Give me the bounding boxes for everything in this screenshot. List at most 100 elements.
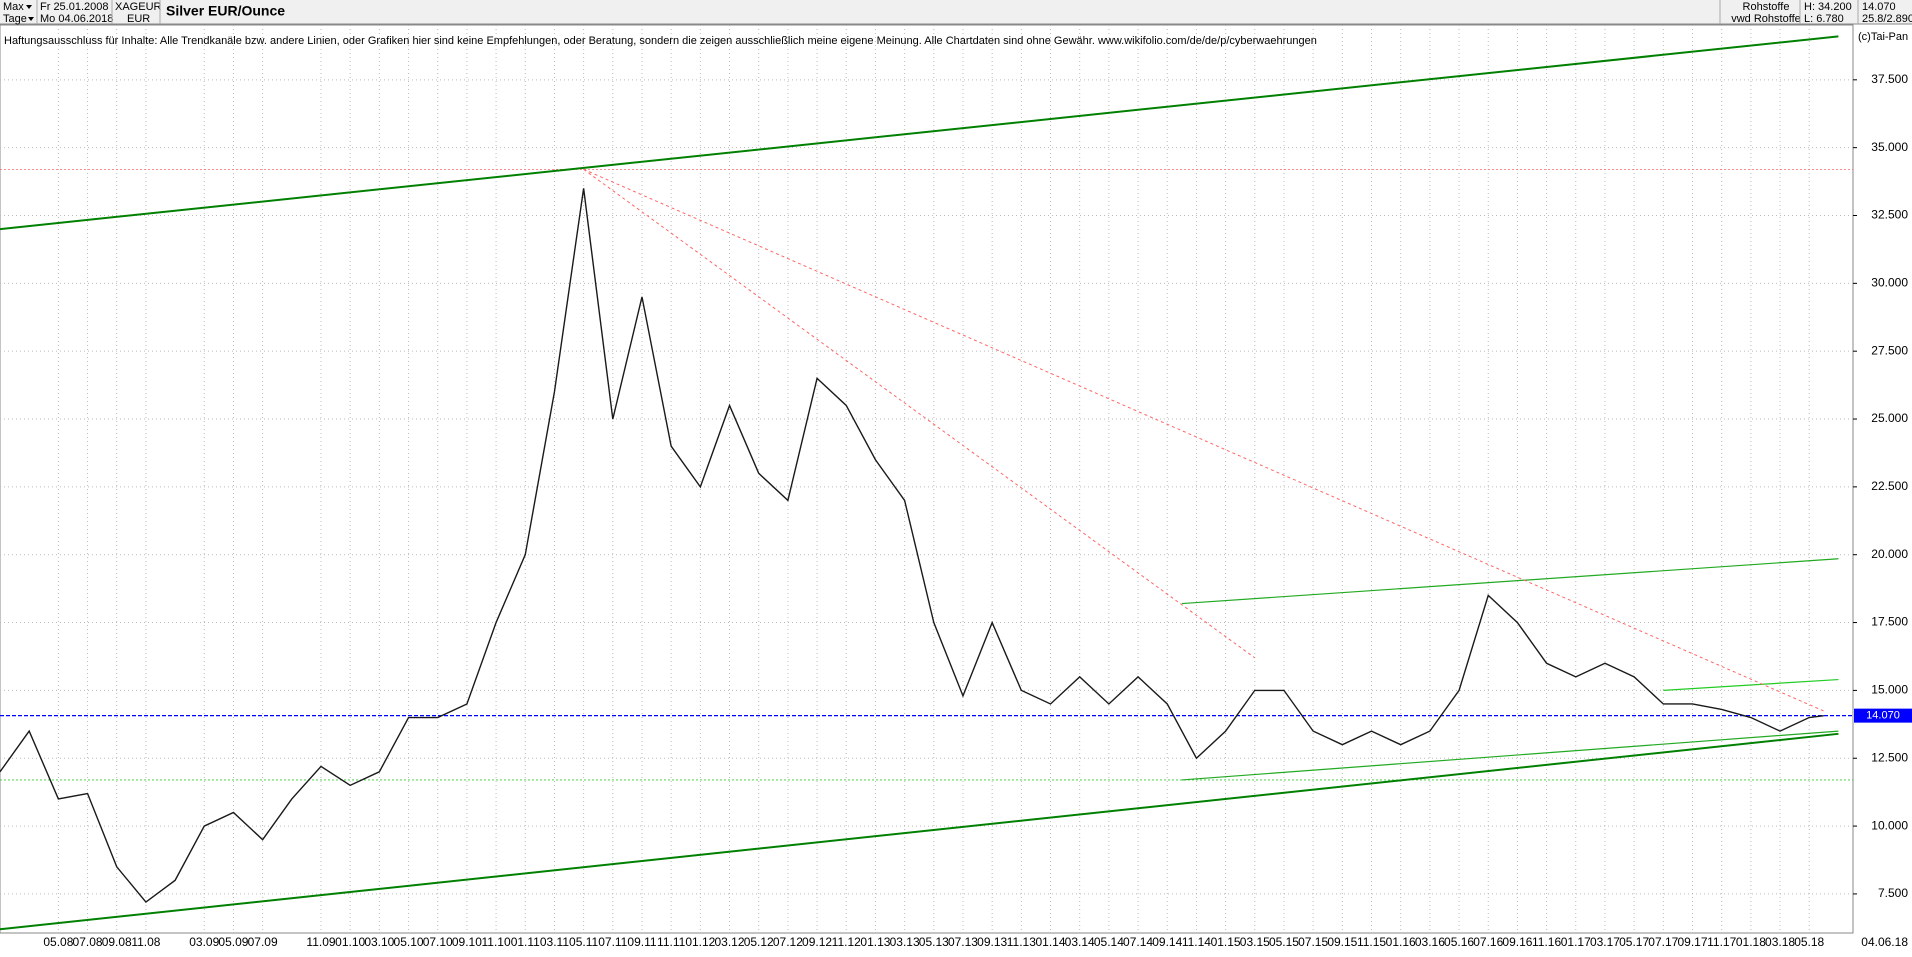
- x-tick-label: 11.11: [657, 935, 686, 949]
- x-tick-label: 07.11: [598, 935, 627, 949]
- x-tick-label: 01.13: [860, 935, 890, 949]
- x-tick-label: 07.15: [1298, 935, 1328, 949]
- y-tick-label: 32.500: [1871, 208, 1908, 222]
- x-tick-label: 05.10: [394, 935, 424, 949]
- x-tick-label: 01.10: [335, 935, 365, 949]
- plot-area: 7.500 10.000 12.500 15.000 17.500 20.000 22.50…: [0, 24, 1912, 949]
- dropdown-arrow[interactable]: [26, 5, 32, 9]
- x-tick-label: 03.17: [1590, 935, 1620, 949]
- trend-line: [0, 732, 1839, 931]
- x-tick-label: 07.16: [1473, 935, 1503, 949]
- trend-line: [1663, 678, 1839, 691]
- change: 25.8/2.890: [1862, 13, 1912, 25]
- x-tick-label: 11.16: [1532, 935, 1561, 949]
- x-tick-label: 07.14: [1123, 935, 1153, 949]
- x-tick-label: 11.14: [1182, 935, 1211, 949]
- x-tick-label: 03.09: [189, 935, 219, 949]
- trend-line: [0, 35, 1839, 231]
- x-tick-label: 11.12: [832, 935, 861, 949]
- x-tick-label: 03.16: [1415, 935, 1445, 949]
- x-tick-label: 07.08: [73, 935, 103, 949]
- x-tick-label: 07.13: [948, 935, 978, 949]
- currency: EUR: [127, 13, 150, 25]
- x-tick-label: 05.16: [1444, 935, 1474, 949]
- x-tick-label: 01.14: [1036, 935, 1066, 949]
- disclaimer: Haftungsausschluss für Inhalte: Alle Tre…: [4, 35, 1317, 47]
- y-tick-label: 7.500: [1878, 886, 1908, 900]
- x-tick-label: 05.14: [1094, 935, 1124, 949]
- x-tick-label: 07.10: [423, 935, 453, 949]
- x-tick-label: 11.15: [1357, 935, 1386, 949]
- y-tick-label: 30.000: [1871, 276, 1908, 290]
- symbol: XAGEUR: [115, 1, 162, 13]
- source: vwd Rohstoffe: [1731, 13, 1801, 25]
- x-tick-label: 01.16: [1386, 935, 1416, 949]
- x-tick-label: 11.13: [1007, 935, 1036, 949]
- x-tick-label: 09.17: [1677, 935, 1707, 949]
- x-tick-label: 07.09: [248, 935, 278, 949]
- price-line: [0, 188, 1824, 904]
- y-tick-label: 15.000: [1871, 683, 1908, 697]
- date-from: Fr 25.01.2008: [40, 1, 109, 13]
- high: H: 34.200: [1804, 1, 1852, 13]
- y-tick-label: 17.500: [1871, 615, 1908, 629]
- copyright: (c)Tai-Pan: [1858, 31, 1908, 43]
- x-tick-label: 07.12: [773, 935, 803, 949]
- interval-select[interactable]: Tage: [3, 13, 27, 25]
- overlay: [0, 35, 1853, 931]
- trend-line: [1181, 558, 1839, 605]
- y-tick-label: 20.000: [1871, 547, 1908, 561]
- x-tick-label: 05.12: [744, 935, 774, 949]
- y-tick-label: 35.000: [1871, 140, 1908, 154]
- y-tick-label: 27.500: [1871, 343, 1908, 357]
- x-tick-label: 01.12: [685, 935, 715, 949]
- price-label-box: [1854, 708, 1912, 723]
- last-price: 14.070: [1862, 1, 1896, 13]
- x-tick-label: 01.18: [1736, 935, 1766, 949]
- x-tick-label: 01.17: [1561, 935, 1591, 949]
- chart-title: Silver EUR/Ounce: [166, 3, 285, 19]
- x-tick-label: 05.15: [1269, 935, 1299, 949]
- low: L: 6.780: [1804, 13, 1844, 25]
- y-tick-label: 10.000: [1871, 818, 1908, 832]
- range-select[interactable]: Max: [3, 1, 24, 13]
- y-tick-label: 37.500: [1871, 72, 1908, 86]
- x-tick-label: 09.08: [102, 935, 132, 949]
- x-tick-label: 05.08: [43, 935, 73, 949]
- x-tick-label: 03.10: [364, 935, 394, 949]
- x-tick-label: 09.10: [452, 935, 482, 949]
- x-tick-label: 11.08: [131, 935, 160, 949]
- price-label: 14.070: [1866, 710, 1900, 722]
- x-tick-label: 03.18: [1765, 935, 1795, 949]
- x-tick-label: 01.15: [1211, 935, 1241, 949]
- x-tick-label: 03.15: [1240, 935, 1270, 949]
- x-tick-label: 09.15: [1327, 935, 1357, 949]
- header-bar: [0, 0, 1912, 24]
- x-tick-label: 03.14: [1065, 935, 1095, 949]
- y-tick-label: 22.500: [1871, 479, 1908, 493]
- x-tick-label: 11.09: [306, 935, 335, 949]
- x-tick-label: 05.09: [218, 935, 248, 949]
- plot-background: [0, 24, 1854, 934]
- x-tick-label: 05.17: [1619, 935, 1649, 949]
- y-tick-label: 12.500: [1871, 750, 1908, 764]
- date-to: Mo 04.06.2018: [40, 13, 113, 25]
- dropdown-arrow[interactable]: [28, 17, 34, 21]
- x-tick-label: 11.10: [482, 935, 511, 949]
- x-tick-label: 03.13: [890, 935, 920, 949]
- trend-line: [583, 168, 1256, 659]
- x-tick-label: 09.14: [1152, 935, 1182, 949]
- x-tick-label: 01.11: [511, 935, 540, 949]
- x-tick-label: 05.11: [569, 935, 598, 949]
- x-tick-label: 09.11: [627, 935, 656, 949]
- x-tick-label: 07.17: [1648, 935, 1678, 949]
- trend-line: [1181, 730, 1839, 781]
- x-tick-label: 09.16: [1502, 935, 1532, 949]
- x-tick-label: 05.13: [919, 935, 949, 949]
- x-tick-label: 09.13: [977, 935, 1007, 949]
- x-tick-label: 09.12: [802, 935, 832, 949]
- x-tick-label: 05.18: [1794, 935, 1824, 949]
- y-tick-label: 25.000: [1871, 411, 1908, 425]
